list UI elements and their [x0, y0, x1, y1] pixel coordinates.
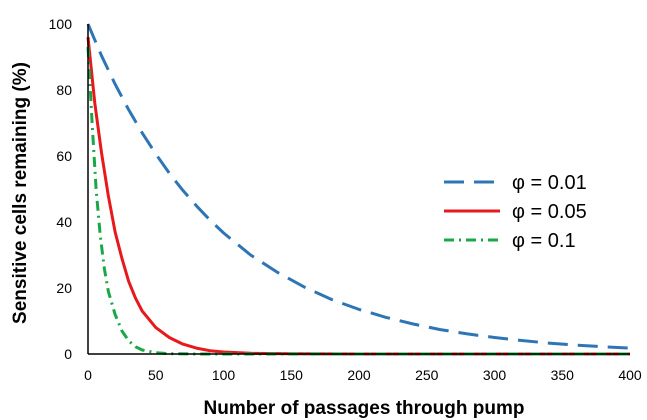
legend-label-2: φ = 0.05: [512, 201, 587, 223]
x-tick-label: 0: [84, 367, 92, 383]
x-tick-label: 100: [212, 367, 236, 383]
x-tick-label: 150: [280, 367, 304, 383]
x-tick-label: 250: [415, 367, 439, 383]
legend-label-3: φ = 0.1: [512, 230, 576, 252]
x-tick-label: 350: [551, 367, 575, 383]
series-line-2: [86, 37, 630, 356]
y-tick-label: 20: [56, 280, 72, 296]
legend-label-1: φ = 0.01: [512, 172, 587, 194]
x-tick-label: 50: [148, 367, 164, 383]
x-tick-label: 300: [483, 367, 507, 383]
series-line-1: [86, 23, 631, 350]
y-tick-label: 100: [49, 16, 73, 32]
x-axis-label: Number of passages through pump: [204, 398, 525, 419]
y-tick-label: 60: [56, 148, 72, 164]
y-tick-label: 40: [56, 214, 72, 230]
tick-labels: 0 50 100 150 200 250 300 350 400 0 20 40 60 80 100: [49, 16, 642, 383]
y-tick-label: 0: [64, 346, 72, 362]
legend: φ = 0.01 φ = 0.05 φ = 0.1: [444, 172, 587, 252]
x-tick-label: 200: [347, 367, 371, 383]
y-axis-label: Sensitive cells remaining (%): [10, 62, 31, 324]
x-tick-label: 400: [618, 367, 642, 383]
y-tick-label: 80: [56, 82, 72, 98]
axes: [87, 24, 630, 355]
